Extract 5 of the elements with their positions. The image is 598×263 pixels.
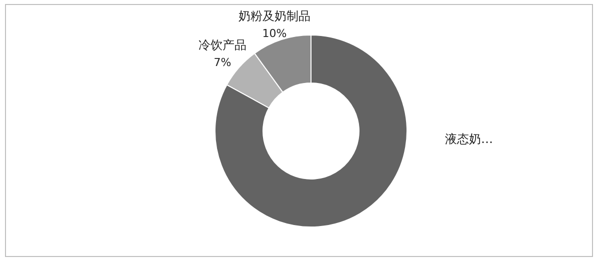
- data-label: 7%: [214, 56, 232, 69]
- slice-label: 奶粉及奶制品: [238, 9, 311, 23]
- slice-label: 冷饮产品: [198, 38, 246, 52]
- data-label: 10%: [262, 27, 287, 40]
- slice-label: 液态奶…: [445, 132, 493, 146]
